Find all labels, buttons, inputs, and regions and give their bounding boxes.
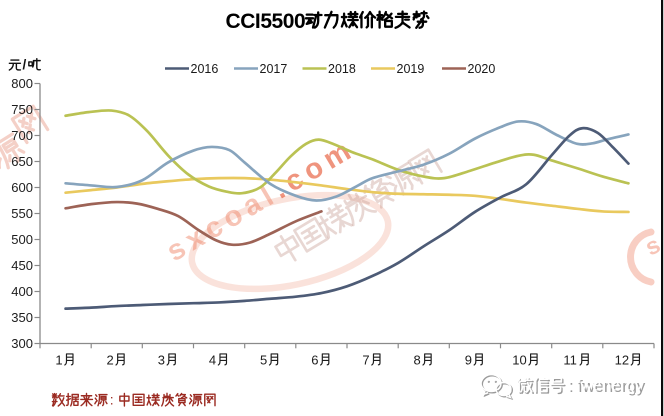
svg-text:450: 450	[11, 258, 33, 273]
svg-text:2020: 2020	[468, 62, 496, 76]
svg-text:CCI5500: CCI5500	[226, 10, 306, 33]
svg-text:2018: 2018	[328, 62, 356, 76]
svg-text:/: /	[23, 57, 27, 72]
svg-text:700: 700	[11, 128, 33, 143]
svg-text:2017: 2017	[260, 62, 288, 76]
svg-text:12: 12	[615, 352, 629, 367]
svg-text:5: 5	[260, 352, 267, 367]
svg-text:: fwenergy: : fwenergy	[567, 377, 644, 395]
svg-text:650: 650	[11, 154, 33, 169]
svg-text:550: 550	[11, 206, 33, 221]
svg-text:2: 2	[107, 352, 114, 367]
svg-text:9: 9	[465, 352, 472, 367]
svg-text:2016: 2016	[191, 62, 219, 76]
svg-text:1: 1	[55, 352, 62, 367]
svg-text:8: 8	[414, 352, 421, 367]
svg-text:350: 350	[11, 310, 33, 325]
svg-text:10: 10	[512, 352, 526, 367]
svg-text:: fwenergy: : fwenergy	[569, 378, 646, 396]
svg-text:6: 6	[311, 352, 318, 367]
svg-text:500: 500	[11, 232, 33, 247]
svg-text:3: 3	[158, 352, 165, 367]
svg-text:7: 7	[362, 352, 369, 367]
svg-text:600: 600	[11, 180, 33, 195]
svg-text:750: 750	[11, 102, 33, 117]
svg-text:800: 800	[11, 76, 33, 91]
svg-text:300: 300	[11, 336, 33, 351]
svg-text:2019: 2019	[397, 62, 425, 76]
svg-text:400: 400	[11, 284, 33, 299]
svg-text:4: 4	[209, 352, 216, 367]
svg-text::: :	[110, 391, 114, 407]
svg-text:11: 11	[563, 352, 577, 367]
